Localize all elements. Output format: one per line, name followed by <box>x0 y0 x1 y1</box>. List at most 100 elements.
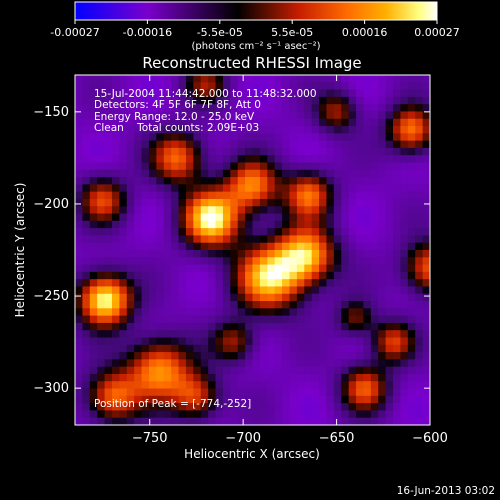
heatmap-cell <box>126 198 135 207</box>
heatmap-cell <box>215 381 224 390</box>
heatmap-cell <box>370 213 379 222</box>
heatmap-cell <box>415 308 424 317</box>
heatmap-cell <box>400 315 409 324</box>
heatmap-cell <box>237 257 246 266</box>
heatmap-cell <box>148 410 157 419</box>
heatmap-cell <box>274 322 283 331</box>
heatmap-cell <box>333 169 342 178</box>
heatmap-cell <box>75 257 83 266</box>
heatmap-cell <box>141 82 150 91</box>
heatmap-cell <box>156 104 165 113</box>
heatmap-cell <box>82 417 91 425</box>
heatmap-cell <box>311 228 320 237</box>
heatmap-cell <box>185 359 194 368</box>
heatmap-cell <box>185 147 194 156</box>
heatmap-cell <box>378 417 387 425</box>
heatmap-cell <box>311 388 320 397</box>
heatmap-cell <box>141 184 150 193</box>
heatmap-cell <box>222 301 231 309</box>
heatmap-cell <box>104 417 113 425</box>
heatmap-cell <box>97 388 106 397</box>
heatmap-cell <box>163 242 172 251</box>
heatmap-cell <box>89 155 98 164</box>
heatmap-cell <box>378 133 387 142</box>
heatmap-cell <box>415 417 424 425</box>
heatmap-cell <box>385 257 394 266</box>
heatmap-cell <box>75 75 83 83</box>
heatmap-cell <box>163 235 172 244</box>
heatmap-cell <box>326 75 335 83</box>
heatmap-cell <box>156 315 165 324</box>
heatmap-cell <box>378 344 387 353</box>
heatmap-cell <box>163 82 172 91</box>
heatmap-cell <box>222 286 231 295</box>
heatmap-cell <box>415 410 424 419</box>
heatmap-cell <box>237 206 246 215</box>
heatmap-cell <box>326 352 335 360</box>
heatmap-cell <box>215 220 224 229</box>
heatmap-cell <box>370 89 379 98</box>
heatmap-cell <box>422 250 430 258</box>
heatmap-cell <box>370 169 379 178</box>
heatmap-cell <box>82 140 91 149</box>
heatmap-cell <box>141 264 150 273</box>
heatmap-cell <box>222 410 231 419</box>
heatmap-cell <box>363 191 372 200</box>
heatmap-cell <box>119 228 128 237</box>
heatmap-cell <box>222 75 231 83</box>
heatmap-cell <box>304 177 313 185</box>
heatmap-cell <box>171 118 180 127</box>
heatmap-cell <box>274 184 283 193</box>
heatmap-cell <box>348 264 357 273</box>
heatmap-cell <box>126 330 135 339</box>
heatmap-cell <box>230 403 239 412</box>
heatmap-cell <box>111 359 120 368</box>
heatmap-cell <box>393 184 402 193</box>
heatmap-cell <box>126 89 135 98</box>
heatmap-cell <box>245 89 254 98</box>
heatmap-cell <box>148 104 157 113</box>
heatmap-cell <box>274 111 283 120</box>
heatmap-cell <box>311 177 320 185</box>
heatmap-cell <box>252 366 261 375</box>
heatmap-cell <box>89 177 98 185</box>
heatmap-cell <box>119 381 128 390</box>
heatmap-cell <box>134 264 143 273</box>
heatmap-cell <box>267 381 276 390</box>
heatmap-cell <box>274 308 283 317</box>
heatmap-cell <box>193 337 202 346</box>
heatmap-cell <box>274 395 283 404</box>
heatmap-cell <box>156 264 165 273</box>
heatmap-cell <box>171 242 180 251</box>
heatmap-cell <box>222 271 231 280</box>
heatmap-cell <box>208 301 217 309</box>
heatmap-cell <box>311 82 320 91</box>
heatmap-cell <box>415 75 424 83</box>
heatmap-cell <box>274 169 283 178</box>
heatmap-cell <box>163 264 172 273</box>
heatmap-cell <box>252 417 261 425</box>
heatmap-cell <box>104 133 113 142</box>
heatmap-cell <box>393 242 402 251</box>
heatmap-cell <box>348 322 357 331</box>
heatmap-cell <box>208 206 217 215</box>
heatmap-cell <box>363 126 372 134</box>
heatmap-cell <box>267 417 276 425</box>
heatmap-cell <box>171 264 180 273</box>
heatmap-cell <box>148 352 157 360</box>
heatmap-cell <box>222 118 231 127</box>
heatmap-cell <box>274 286 283 295</box>
heatmap-cell <box>252 373 261 382</box>
heatmap-cell <box>333 352 342 360</box>
heatmap-cell <box>400 118 409 127</box>
heatmap-cell <box>274 315 283 324</box>
heatmap-cell <box>274 118 283 127</box>
heatmap-cell <box>274 330 283 339</box>
heatmap-cell <box>282 228 291 237</box>
heatmap-cell <box>282 352 291 360</box>
heatmap-cell <box>171 133 180 142</box>
heatmap-cell <box>274 104 283 113</box>
heatmap-cell <box>104 344 113 353</box>
heatmap-cell <box>245 395 254 404</box>
